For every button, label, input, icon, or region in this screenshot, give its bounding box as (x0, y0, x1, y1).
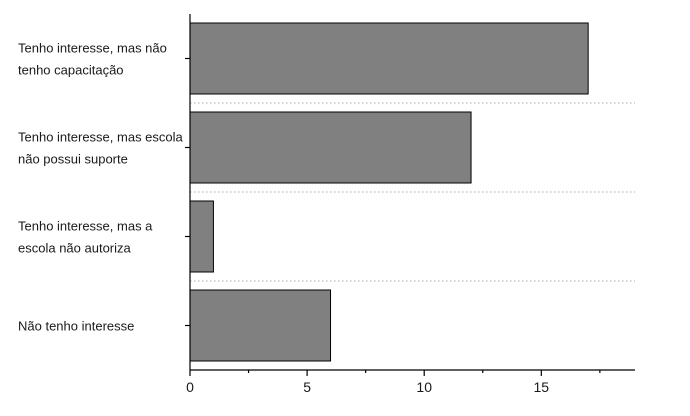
x-ticks: 0 5 10 15 (186, 379, 549, 395)
category-label: Tenho interesse, mas escola (18, 130, 184, 145)
category-label: escola não autoriza (18, 241, 132, 256)
x-tick-label: 15 (534, 379, 550, 395)
x-tick-label: 5 (303, 379, 311, 395)
category-label: tenho capacitação (18, 63, 124, 78)
category-label: Não tenho interesse (18, 319, 134, 334)
category-labels: Tenho interesse, mas não tenho capacitaçã… (18, 41, 184, 334)
bars (189, 22, 589, 362)
x-tick-label: 0 (186, 379, 194, 395)
bar-4 (189, 289, 332, 362)
axes (185, 14, 635, 376)
category-label: Tenho interesse, mas a (18, 219, 153, 234)
category-label: Tenho interesse, mas não (18, 41, 167, 56)
bar-1 (189, 22, 589, 95)
bar-2 (189, 111, 472, 184)
x-tick-label: 10 (416, 379, 432, 395)
category-label: não possui suporte (18, 152, 128, 167)
bar-3 (189, 200, 214, 273)
